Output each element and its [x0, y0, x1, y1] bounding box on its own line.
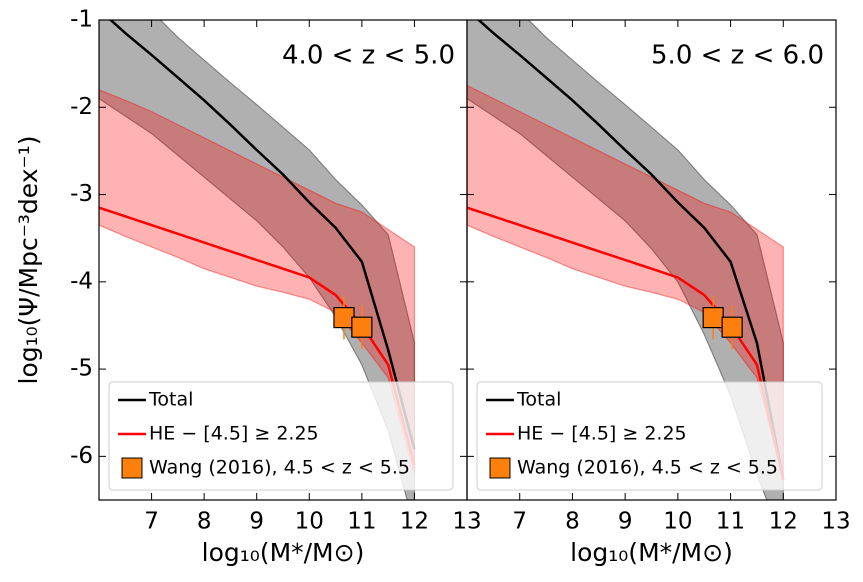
y-axis-label: log₁₀(Ψ/Mpc⁻³dex⁻¹)	[14, 136, 43, 385]
legend-label: Total	[148, 389, 193, 411]
x-tick-label: 10	[295, 509, 324, 535]
y-tick-label: -3	[70, 181, 93, 207]
legend-label: Wang (2016), 4.5 < z < 5.5	[517, 457, 778, 479]
annotation: 5.0 < z < 6.0	[651, 41, 824, 71]
band	[467, 20, 784, 500]
y-tick-label: -6	[70, 443, 93, 469]
legend-box	[476, 381, 823, 491]
plot-area	[467, 20, 785, 500]
x-tick-label: 11	[716, 509, 745, 535]
x-tick-label: 10	[663, 509, 692, 535]
y-tick-label: -2	[70, 94, 93, 120]
x-tick-label: 9	[249, 509, 264, 535]
series-line	[476, 20, 785, 481]
data-point	[702, 307, 724, 329]
legend-label: HE − [4.5] ≥ 2.25	[517, 423, 687, 445]
y-tick-label: -1	[70, 7, 93, 33]
data-point	[721, 316, 743, 338]
x-tick-label: 9	[618, 509, 633, 535]
x-axis-label: log₁₀(M*/M⊙)	[202, 538, 365, 567]
x-tick-label: 11	[347, 509, 376, 535]
data-point	[333, 307, 355, 329]
x-tick-label: 12	[400, 509, 429, 535]
y-tick-label: -4	[70, 268, 93, 294]
x-axis-label: log₁₀(M*/M⊙)	[570, 538, 733, 567]
plot-frame	[466, 19, 837, 501]
y-tick-label: -5	[70, 356, 93, 382]
data-point	[351, 316, 373, 338]
legend-label: HE − [4.5] ≥ 2.25	[149, 423, 319, 445]
legend-label: Total	[516, 389, 561, 411]
x-tick-label: 13	[452, 509, 481, 535]
x-tick-label: 7	[512, 509, 527, 535]
x-tick-label: 7	[144, 509, 159, 535]
legend-box	[108, 381, 454, 491]
x-tick-label: 12	[769, 509, 798, 535]
legend-marker	[489, 457, 511, 479]
band	[99, 20, 416, 500]
annotation: 4.0 < z < 5.0	[282, 41, 455, 71]
x-tick-label: 13	[821, 509, 850, 535]
series-line	[108, 20, 416, 450]
plot-area	[99, 20, 416, 500]
x-tick-label: 8	[197, 509, 212, 535]
legend-label: Wang (2016), 4.5 < z < 5.5	[149, 457, 410, 479]
x-tick-label: 8	[565, 509, 580, 535]
legend-marker	[121, 457, 143, 479]
